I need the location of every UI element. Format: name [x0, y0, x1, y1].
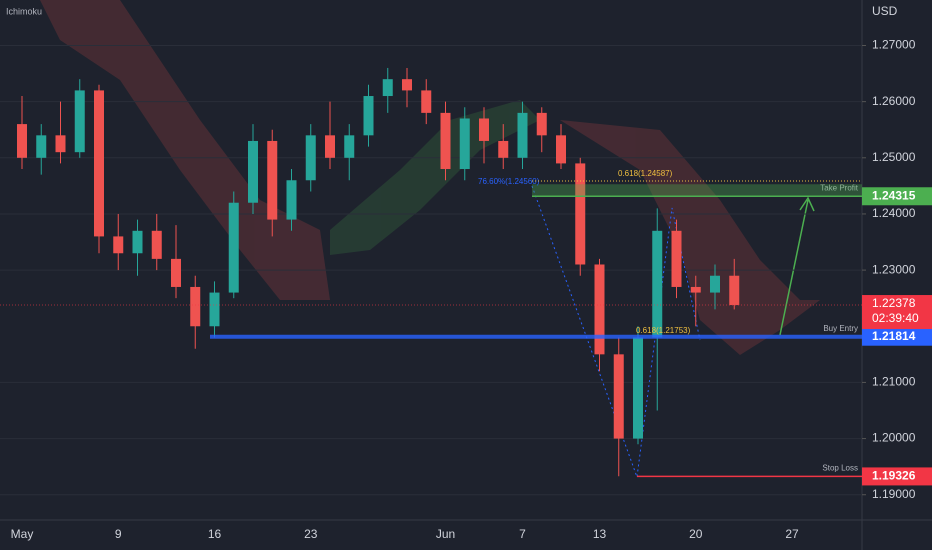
last-price-tag	[862, 295, 932, 330]
candle-body	[74, 90, 85, 153]
level-name: Take Profit	[820, 183, 859, 192]
x-tick-label: 9	[115, 527, 122, 541]
candle-body	[498, 140, 509, 158]
price-tag-label: 1.21814	[872, 329, 916, 343]
price-tag	[862, 187, 932, 206]
candle-body	[55, 135, 66, 153]
countdown-label: 02:39:40	[872, 311, 919, 325]
candle-body	[710, 275, 720, 293]
x-tick-label: May	[11, 527, 34, 541]
price-tag	[862, 327, 932, 346]
candle-body	[536, 112, 547, 136]
price-tag-label: 1.19326	[872, 469, 916, 483]
candle-body	[575, 163, 586, 265]
candle-body	[479, 118, 489, 141]
y-tick-label: 1.27000	[872, 38, 916, 52]
candle-body	[421, 90, 432, 113]
take-profit-zone	[532, 184, 862, 197]
candle-body	[228, 202, 239, 293]
candle-body	[248, 140, 258, 203]
candle-body	[402, 79, 412, 91]
price-tag	[862, 467, 932, 486]
candle-body	[363, 96, 374, 136]
y-tick-label: 1.23000	[872, 262, 916, 276]
fib-label: 76.60%(1.24560)	[478, 177, 540, 186]
candle-body	[729, 275, 740, 306]
candle-body	[517, 112, 528, 158]
candle-body	[344, 135, 355, 158]
y-tick-label: 1.25000	[872, 150, 916, 164]
candle-body	[671, 230, 682, 287]
candle-body	[17, 124, 27, 158]
candle-body	[190, 286, 201, 327]
candle-body	[113, 236, 124, 254]
candle-body	[151, 230, 162, 259]
candle-body	[382, 79, 393, 97]
x-tick-label: 13	[593, 527, 607, 541]
x-tick-label: Jun	[436, 527, 455, 541]
candle-body	[209, 292, 220, 327]
last-price-label: 1.22378	[872, 296, 916, 310]
candle-body	[286, 180, 297, 220]
candle-body	[690, 286, 701, 293]
candle-body	[652, 230, 663, 338]
y-tick-label: 1.21000	[872, 375, 916, 389]
currency-label: USD	[872, 4, 898, 18]
x-tick-label: 7	[519, 527, 526, 541]
fib-label: 0.618(1.24587)	[618, 169, 673, 178]
indicator-label: Ichimoku	[6, 6, 42, 16]
x-tick-label: 20	[689, 527, 703, 541]
candle-body	[36, 135, 47, 158]
x-tick-label: 16	[208, 527, 222, 541]
candle-body	[305, 135, 316, 181]
level-name: Stop Loss	[822, 464, 858, 473]
target-arrow	[779, 196, 815, 336]
y-tick-label: 1.20000	[872, 431, 916, 445]
candle-body	[325, 135, 335, 158]
candle-body	[459, 118, 470, 170]
candle-body	[594, 264, 605, 355]
candle-body	[132, 230, 143, 254]
fib-label: 0.618(1.21753)	[636, 326, 691, 335]
candle-body	[613, 354, 624, 439]
x-tick-label: 27	[785, 527, 799, 541]
candle-body	[633, 337, 643, 439]
x-tick-label: 23	[304, 527, 318, 541]
candle-body	[94, 90, 104, 237]
y-tick-label: 1.19000	[872, 487, 916, 501]
candle-body	[267, 140, 278, 220]
y-tick-label: 1.24000	[872, 206, 916, 220]
price-tag-label: 1.24315	[872, 188, 916, 202]
candle-body	[171, 258, 181, 287]
y-tick-label: 1.26000	[872, 94, 916, 108]
level-name: Buy Entry	[823, 324, 858, 333]
candle-body	[440, 112, 451, 170]
candle-body	[556, 135, 566, 164]
